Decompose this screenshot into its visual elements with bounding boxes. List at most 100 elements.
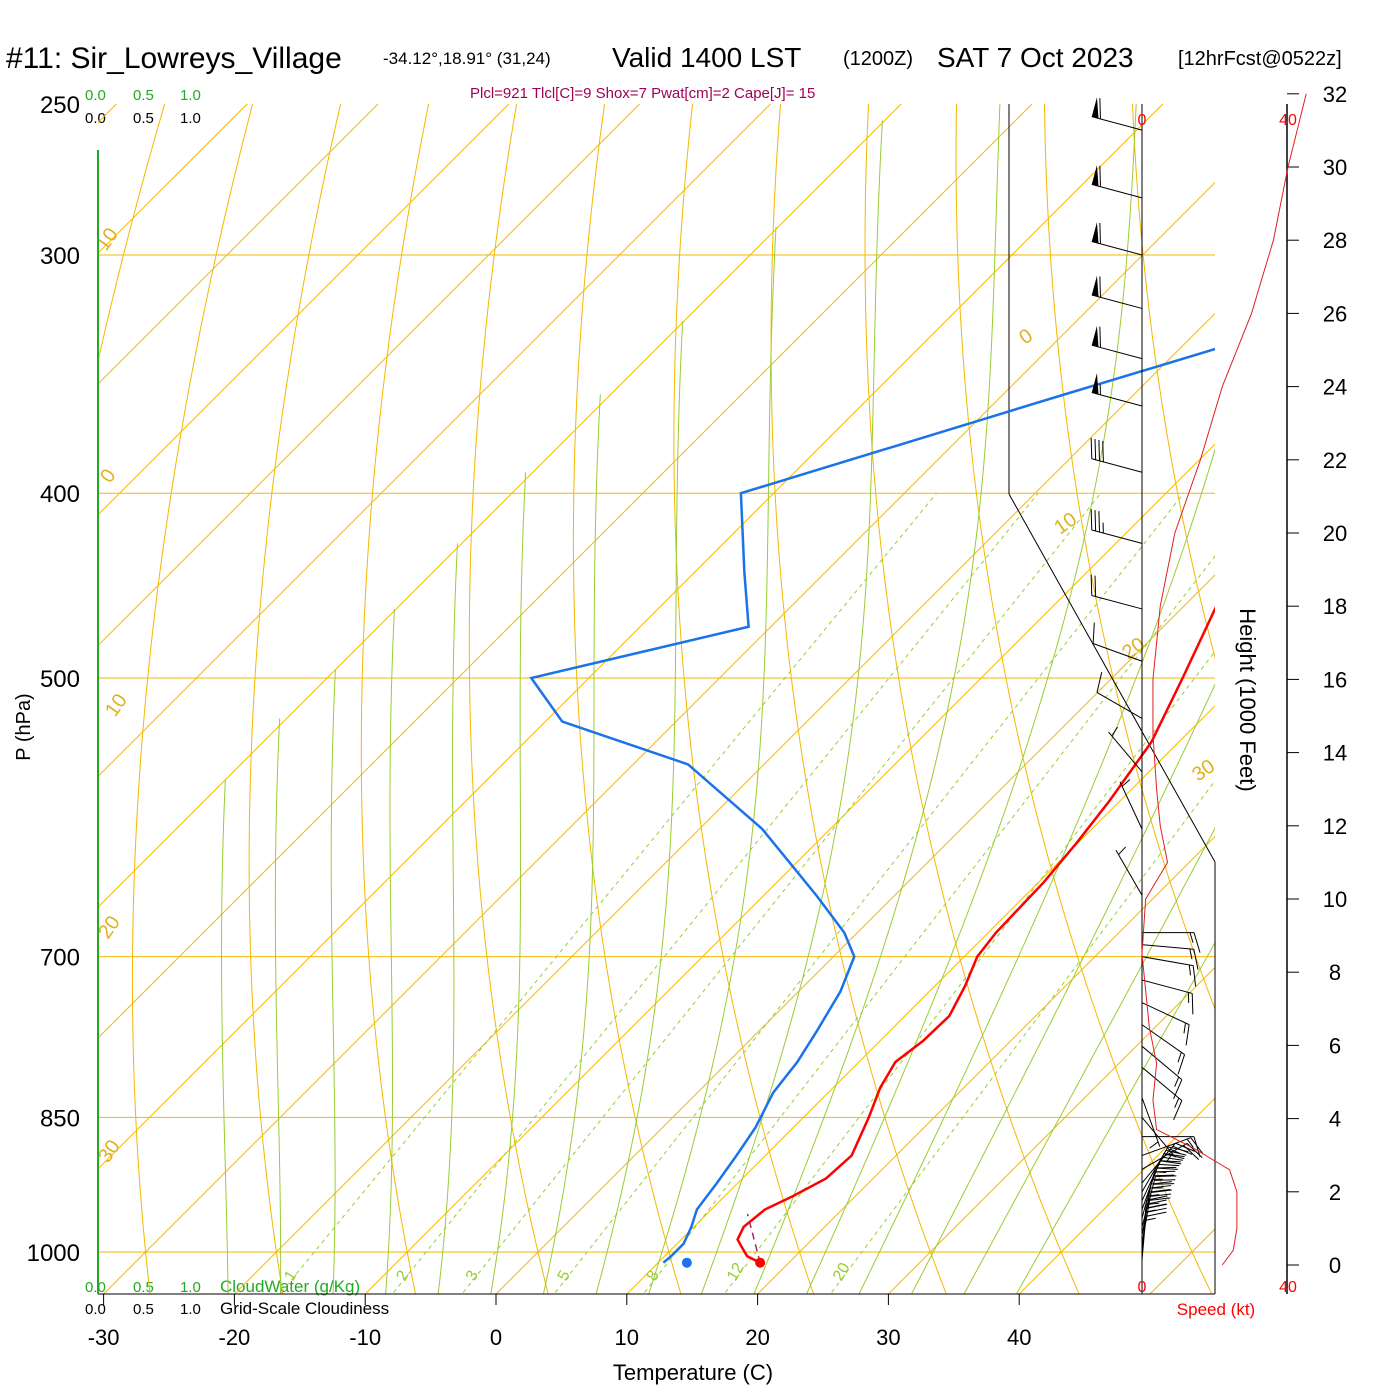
barb-pennant — [1091, 275, 1099, 297]
pressure-tick-label: 700 — [40, 945, 80, 972]
parcel-line — [746, 1213, 761, 1263]
barb-half-flag — [1188, 964, 1191, 976]
dry-adiabat — [1131, 104, 1215, 660]
mixing-ratio-label: 3 — [463, 1268, 482, 1284]
barb-flag — [1153, 1183, 1175, 1185]
x-tick-label: 10 — [615, 1325, 639, 1350]
isotherm-line — [98, 104, 1033, 1039]
barb-flag — [1193, 932, 1201, 953]
pressure-tick-label: 300 — [40, 243, 80, 270]
barb-half-flag — [1189, 948, 1193, 960]
isotherm-line — [626, 705, 1215, 1294]
barb-staff — [1091, 183, 1143, 199]
barb-flag — [1177, 1054, 1186, 1075]
barb-flag — [1150, 1189, 1172, 1193]
barb-pennant — [1091, 222, 1099, 244]
moist-adiabat — [753, 104, 1001, 1294]
speed-axis-title: Speed (kt) — [1177, 1300, 1255, 1319]
dry-adiabat — [572, 104, 682, 1294]
wind-barb — [1091, 222, 1143, 256]
barb-staff — [1091, 595, 1143, 610]
height-tick-label: 10 — [1323, 887, 1347, 912]
height-axis-title: Height (1000 Feet) — [1235, 608, 1260, 791]
barb-pennant — [1091, 165, 1099, 187]
wind-barb — [1141, 1189, 1172, 1244]
barb-flag — [1099, 98, 1101, 119]
barb-flag — [1158, 1163, 1180, 1167]
wind-barb — [1141, 1024, 1186, 1075]
barb-flag — [1096, 671, 1103, 693]
wind-barb — [1119, 779, 1143, 830]
isotherm-line — [98, 104, 379, 385]
wind-barb — [1092, 622, 1143, 662]
x-tick-label: -30 — [88, 1325, 120, 1350]
height-tick-label: 32 — [1323, 82, 1347, 107]
moist-adiabat — [858, 447, 1215, 1294]
barb-half-flag — [1170, 1148, 1181, 1154]
mixing-ratio-line — [644, 555, 1215, 1293]
isotherm-line — [98, 104, 772, 778]
moist-adiabat — [542, 394, 601, 1294]
barb-flag — [1102, 441, 1104, 462]
barb-flag — [1191, 993, 1194, 1015]
cloudiness-tick: 1.0 — [180, 110, 201, 127]
height-tick-label: 24 — [1323, 375, 1347, 400]
wind-barb — [1141, 1181, 1172, 1236]
barb-flag — [1172, 1145, 1193, 1155]
dry-adiabat — [955, 104, 1213, 1294]
barb-flag — [1090, 437, 1093, 459]
barb-staff — [1141, 956, 1194, 967]
barb-flag — [1099, 326, 1101, 348]
moist-adiabat — [221, 779, 229, 1294]
x-axis-title: Temperature (C) — [613, 1360, 773, 1385]
isotherm-label: 10 — [1050, 508, 1081, 539]
barb-half-flag — [1174, 1097, 1180, 1108]
isotherm-line — [495, 574, 1215, 1294]
temperature-line — [736, 606, 1215, 1264]
barb-staff — [1141, 1117, 1176, 1158]
isotherm-line — [0, 70, 19, 1300]
wind-barb — [1090, 509, 1143, 544]
isotherm-line — [102, 181, 1215, 1294]
barb-flag — [1193, 1136, 1201, 1157]
barb-flag — [1173, 1100, 1183, 1121]
barb-flag — [1149, 1189, 1171, 1193]
height-tick-label: 28 — [1323, 228, 1347, 253]
barb-staff — [1091, 116, 1143, 131]
x-tick-label: -10 — [349, 1325, 381, 1350]
barb-flag — [1145, 1211, 1167, 1217]
mixing-ratio-line — [831, 780, 1215, 1293]
barb-flag — [1193, 949, 1199, 970]
moist-adiabat — [1015, 941, 1215, 1294]
height-tick-label: 16 — [1323, 667, 1347, 692]
barb-staff — [1141, 1097, 1161, 1147]
mixing-ratio-label: 5 — [555, 1268, 574, 1284]
moist-adiabat — [700, 120, 883, 1294]
wind-barb — [1091, 165, 1143, 199]
wind-barb — [1141, 1166, 1177, 1219]
mixing-ratio-label: 12 — [724, 1260, 748, 1284]
wind-barb — [1141, 979, 1194, 1015]
barb-pennant — [1091, 97, 1099, 119]
cloud-scale-top: 0.0 0.5 1.0 0.0 0.5 1.0 — [85, 87, 201, 127]
isotherm-label: 10 — [92, 224, 123, 255]
barb-flag — [1183, 1144, 1200, 1161]
pressure-tick-label: 400 — [40, 481, 80, 508]
wind-barb — [1108, 726, 1143, 773]
barb-pennant — [1091, 325, 1099, 347]
barb-staff — [1141, 944, 1194, 950]
height-tick-label: 14 — [1323, 741, 1347, 766]
cloudiness-tick: 0.0 — [85, 110, 106, 127]
cloud-water-tick: 0.5 — [133, 1279, 154, 1296]
barb-flag — [1090, 509, 1093, 530]
barb-flag — [1155, 1175, 1177, 1178]
cloud-water-tick: 0.0 — [85, 87, 106, 104]
pressure-tick-label: 850 — [40, 1105, 80, 1132]
barb-staff — [1091, 241, 1143, 256]
moist-adiabat — [330, 669, 336, 1294]
barb-flag — [1160, 1160, 1182, 1165]
wind-barb — [1142, 932, 1201, 953]
mixing-ratio-line — [280, 492, 937, 1293]
isotherm-line — [98, 104, 641, 647]
barb-flag — [1149, 1197, 1171, 1201]
